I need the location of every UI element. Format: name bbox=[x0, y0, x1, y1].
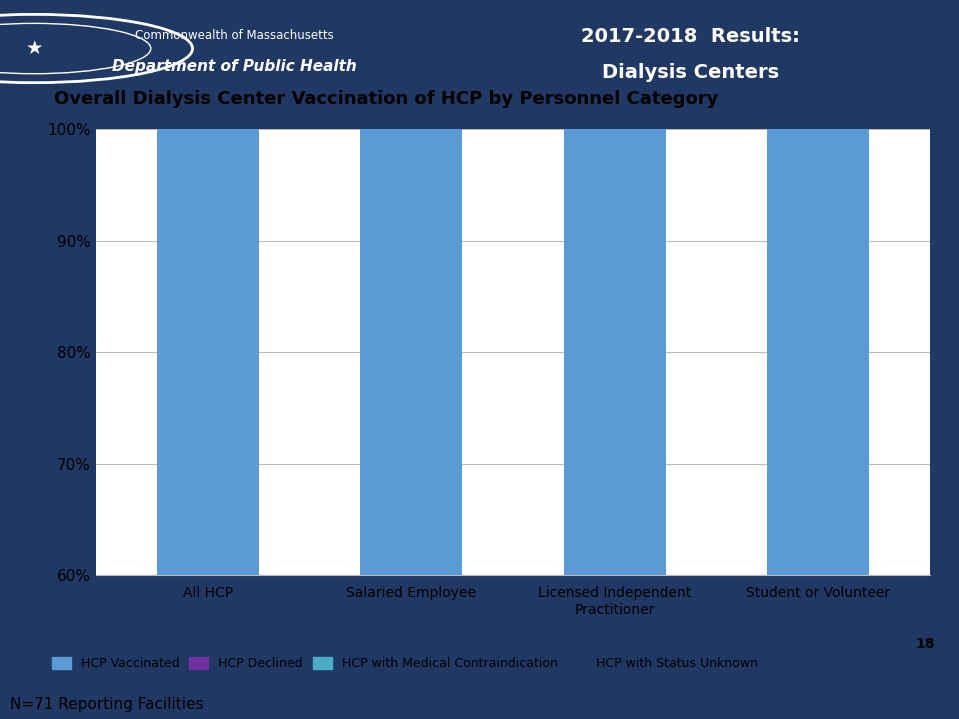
Text: Department of Public Health: Department of Public Health bbox=[112, 59, 357, 74]
Text: Dialysis Centers: Dialysis Centers bbox=[602, 63, 779, 82]
Bar bbox=[361, 0, 462, 575]
Text: N=71 Reporting Facilities: N=71 Reporting Facilities bbox=[10, 697, 203, 712]
Bar bbox=[564, 0, 666, 575]
Text: Overall Dialysis Center Vaccination of HCP by Personnel Category: Overall Dialysis Center Vaccination of H… bbox=[54, 91, 718, 109]
Legend: HCP Vaccinated, HCP Declined, HCP with Medical Contraindication, HCP with Status: HCP Vaccinated, HCP Declined, HCP with M… bbox=[52, 657, 759, 670]
Text: ★: ★ bbox=[25, 39, 43, 58]
Text: 18: 18 bbox=[916, 636, 935, 651]
Bar bbox=[157, 0, 259, 575]
Bar bbox=[767, 0, 869, 575]
Text: Commonwealth of Massachusetts: Commonwealth of Massachusetts bbox=[135, 29, 334, 42]
Text: 2017-2018  Results:: 2017-2018 Results: bbox=[581, 27, 800, 47]
